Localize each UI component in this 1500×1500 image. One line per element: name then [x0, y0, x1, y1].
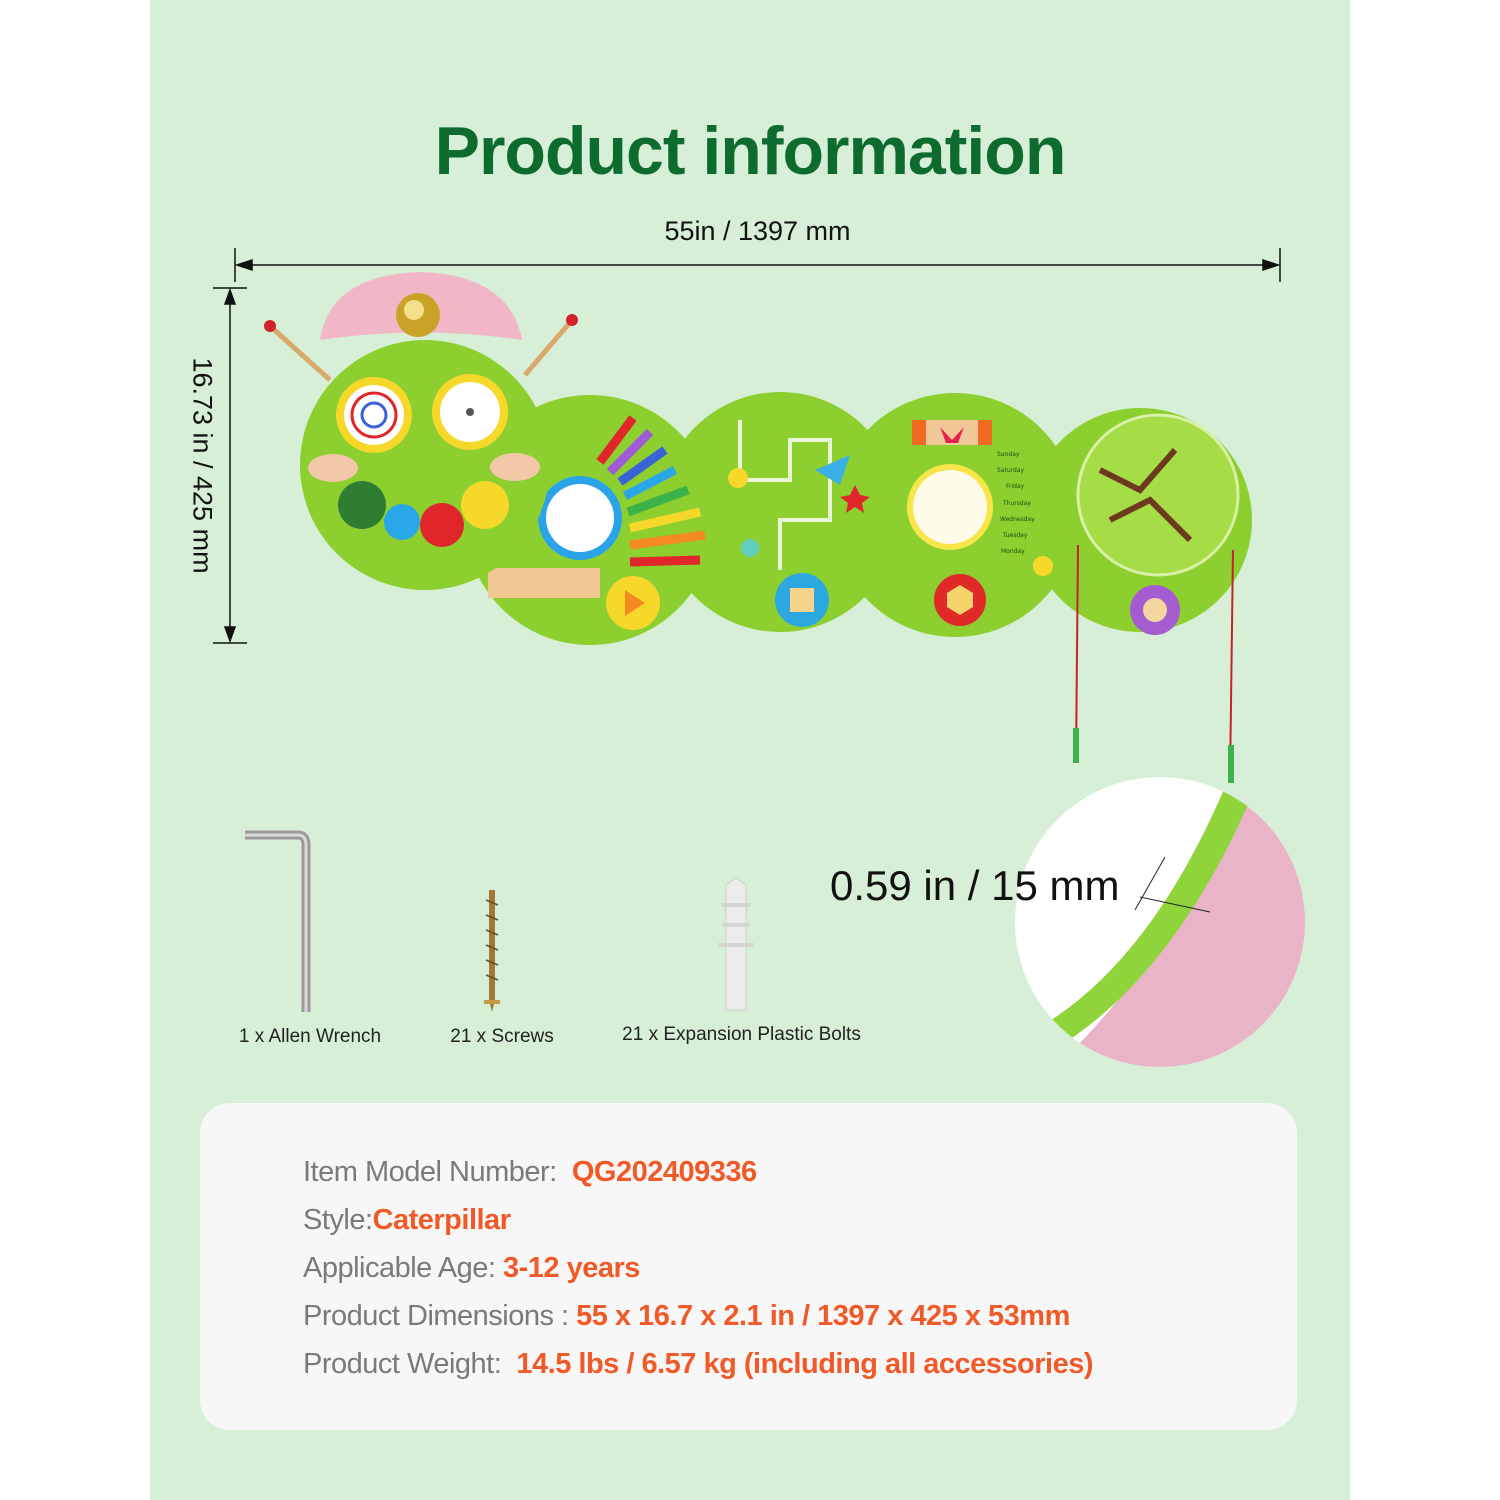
weekday-labels: Sunday Saturday Friday Thursday Wednesda… — [997, 451, 1035, 555]
dimension-lines — [213, 248, 1281, 644]
spec-model-number: Item Model Number: QG202409336 — [303, 1156, 757, 1188]
svg-text:Friday: Friday — [1006, 483, 1025, 490]
antennae — [268, 318, 574, 382]
caterpillar-busy-board-image: Sunday Saturday Friday Thursday Wednesda… — [264, 272, 1252, 783]
svg-text:Sunday: Sunday — [997, 451, 1020, 458]
svg-text:Thursday: Thursday — [1002, 500, 1031, 507]
svg-text:Wednesday: Wednesday — [1000, 516, 1035, 523]
segment-4: Sunday Saturday Friday Thursday Wednesda… — [833, 393, 1077, 637]
accessory-label-screws: 21 x Screws — [450, 1026, 554, 1047]
spec-weight: Product Weight: 14.5 lbs / 6.57 kg (incl… — [303, 1348, 1094, 1380]
specifications-card — [200, 1103, 1297, 1430]
segment-3 — [660, 392, 900, 632]
svg-text:Tuesday: Tuesday — [1002, 532, 1028, 539]
spec-dimensions: Product Dimensions : 55 x 16.7 x 2.1 in … — [303, 1300, 1070, 1332]
svg-text:Monday: Monday — [1001, 548, 1025, 555]
segment-5 — [1028, 408, 1252, 783]
head — [300, 272, 550, 590]
accessories-images — [245, 830, 754, 1012]
accessory-label-allen-wrench: 1 x Allen Wrench — [238, 1026, 382, 1047]
allen-wrench-icon — [245, 830, 311, 1012]
thickness-label: 0.59 in / 15 mm — [830, 862, 1120, 909]
spec-style: Style:Caterpillar — [303, 1204, 511, 1236]
screw-icon — [484, 890, 500, 1012]
svg-text:Saturday: Saturday — [997, 467, 1024, 474]
plastic-bolt-icon — [718, 877, 754, 1011]
accessory-label-plastic-bolts: 21 x Expansion Plastic Bolts — [622, 1024, 861, 1045]
spec-age: Applicable Age: 3-12 years — [303, 1252, 640, 1284]
thickness-detail-image — [1015, 777, 1305, 1067]
width-dimension-label: 55in / 1397 mm — [664, 216, 851, 246]
page-title: Product information — [434, 113, 1067, 189]
